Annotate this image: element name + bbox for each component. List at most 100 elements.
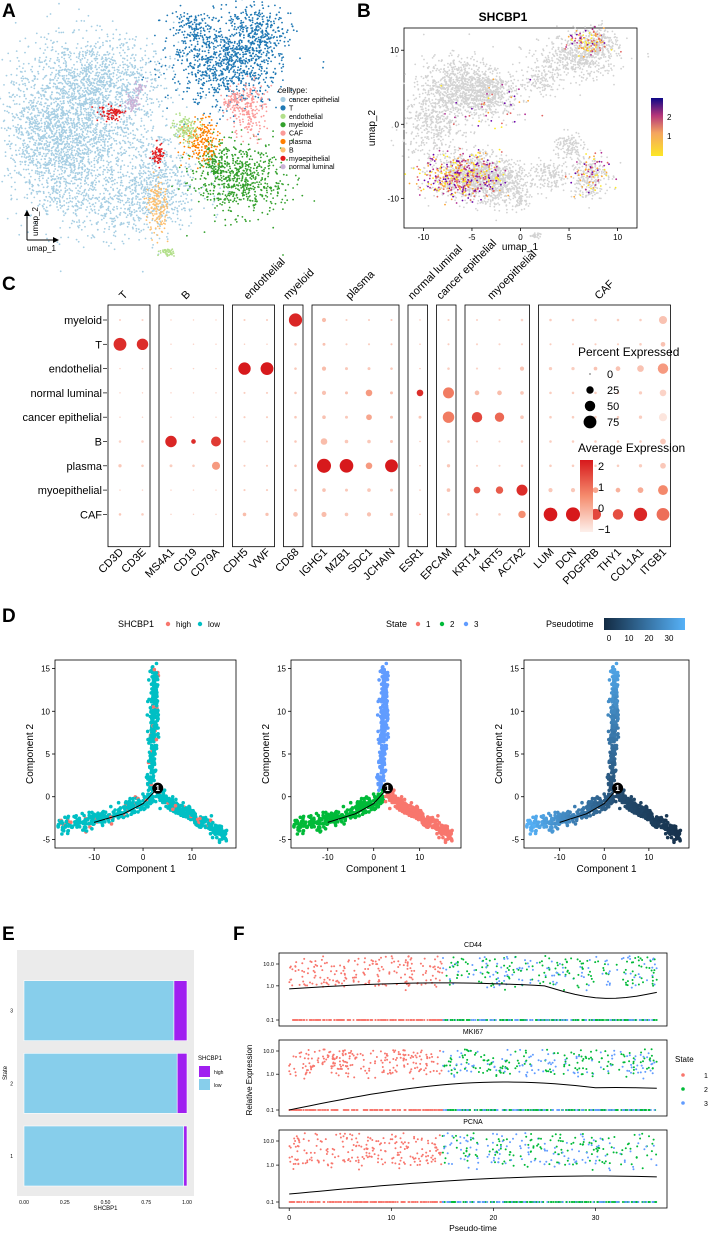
cell-dot — [135, 187, 137, 189]
cell-dot — [132, 123, 134, 125]
cell-dot — [123, 89, 125, 91]
cell-dot — [79, 178, 81, 180]
cell-dot — [86, 112, 88, 114]
cell-dot — [82, 153, 84, 155]
cell-dot — [54, 77, 56, 79]
panel-a-umap: umap_1 umap_2 celltype: cancer epithelia… — [0, 0, 340, 273]
cell-dot — [105, 105, 107, 107]
cell-dot — [66, 129, 68, 131]
cell-dot — [169, 193, 171, 195]
cell-dot — [217, 101, 219, 103]
cell-dot — [142, 142, 144, 144]
cell-dot — [77, 107, 79, 109]
cell-dot — [73, 157, 75, 159]
cell-dot — [161, 100, 163, 102]
cell-dot — [138, 173, 140, 175]
cell-dot — [223, 85, 225, 87]
cell-dot — [145, 64, 147, 66]
cell-dot — [87, 45, 89, 47]
cell-dot — [182, 55, 184, 57]
cell-dot — [132, 197, 134, 199]
cell-dot — [176, 157, 178, 159]
cell-dot — [172, 78, 174, 80]
cell-dot — [108, 226, 110, 228]
cell-dot — [16, 68, 18, 70]
cell-dot — [104, 78, 106, 80]
cell-dot — [166, 236, 168, 238]
cell-dot — [56, 136, 58, 138]
cell-dot — [1, 59, 3, 61]
cell-dot — [143, 162, 145, 164]
cell-dot — [209, 47, 211, 49]
cell-dot — [172, 102, 174, 104]
cell-dot — [58, 74, 60, 76]
cell-dot — [45, 155, 47, 157]
cell-dot — [62, 32, 64, 34]
cell-dot — [43, 153, 45, 155]
cell-dot — [132, 165, 134, 167]
cell-dot — [65, 42, 67, 44]
cell-dot — [95, 189, 97, 191]
cell-dot — [93, 54, 95, 56]
cell-dot — [67, 208, 69, 210]
cell-dot — [185, 69, 187, 71]
cell-dot — [89, 75, 91, 77]
cell-dot — [66, 185, 68, 187]
cell-dot — [170, 141, 172, 143]
cell-dot — [19, 103, 21, 105]
cell-dot — [42, 84, 44, 86]
cell-dot — [216, 41, 218, 43]
cell-dot — [162, 169, 164, 171]
cell-dot — [103, 217, 105, 219]
cell-dot — [43, 186, 45, 188]
cell-dot — [24, 94, 26, 96]
cell-dot — [173, 209, 175, 211]
cell-dot — [115, 29, 117, 31]
cell-dot — [103, 178, 105, 180]
cell-dot — [23, 116, 25, 118]
cell-dot — [70, 153, 72, 155]
cell-dot — [110, 174, 112, 176]
cell-dot — [38, 115, 40, 117]
cell-dot — [106, 179, 108, 181]
cell-dot — [220, 41, 222, 43]
cell-dot — [164, 88, 166, 90]
cell-dot — [239, 75, 241, 77]
cell-dot — [30, 176, 32, 178]
cell-dot — [106, 222, 108, 224]
cell-dot — [235, 6, 237, 8]
cell-dot — [256, 63, 258, 65]
cell-dot — [258, 74, 260, 76]
panel-label-a: A — [2, 1, 16, 22]
cell-dot — [268, 86, 270, 88]
cell-dot — [48, 66, 50, 68]
cell-dot — [92, 204, 94, 206]
cell-dot — [105, 189, 107, 191]
cell-dot — [23, 153, 25, 155]
cell-dot — [248, 47, 250, 49]
cell-dot — [51, 179, 53, 181]
cell-dot — [172, 67, 174, 69]
cell-dot — [119, 193, 121, 195]
cell-dot — [141, 159, 143, 161]
cell-dot — [214, 92, 216, 94]
cell-dot — [78, 163, 80, 165]
cell-dot — [228, 51, 230, 53]
cell-dot — [61, 52, 63, 54]
cell-dot — [183, 69, 185, 71]
cell-dot — [142, 184, 144, 186]
cell-dot — [18, 173, 20, 175]
cell-dot — [79, 123, 81, 125]
cell-dot — [56, 127, 58, 129]
cell-dot — [111, 137, 113, 139]
cell-dot — [248, 83, 250, 85]
cell-dot — [56, 203, 58, 205]
cell-dot — [83, 114, 85, 116]
cell-dot — [70, 166, 72, 168]
cell-dot — [66, 182, 68, 184]
cell-dot — [112, 180, 114, 182]
cell-dot — [103, 165, 105, 167]
cell-dot — [121, 72, 123, 74]
cell-dot — [50, 58, 52, 60]
cell-dot — [44, 136, 46, 138]
